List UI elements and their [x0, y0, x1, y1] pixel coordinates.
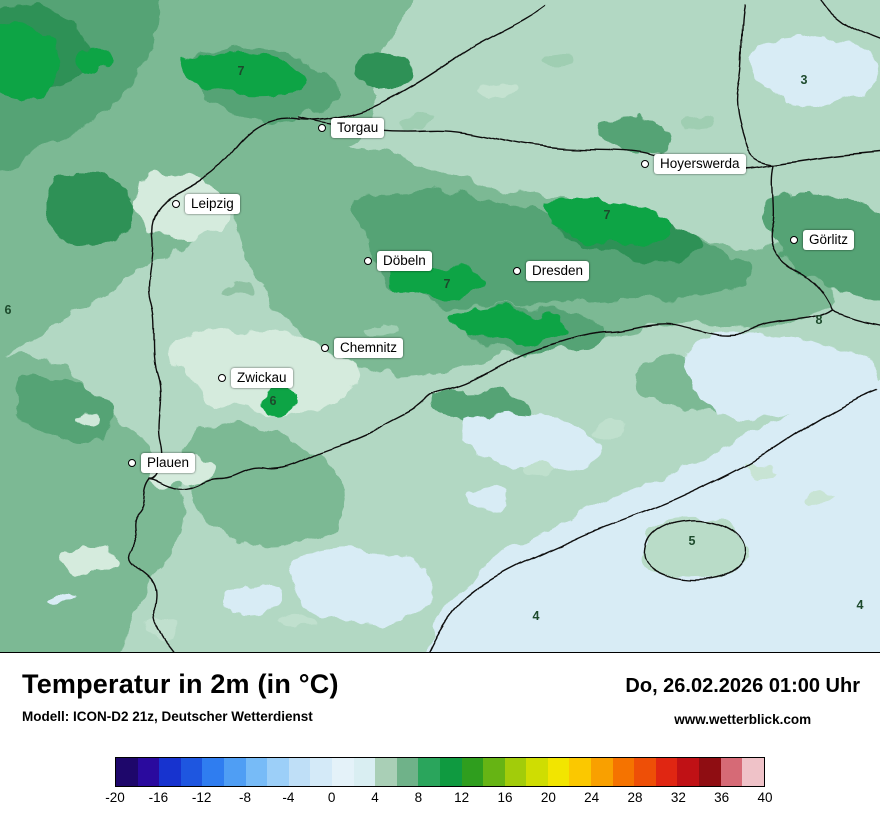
- legend-segment: [461, 758, 484, 786]
- legend-segment: [720, 758, 743, 786]
- website-label: www.wetterblick.com: [674, 712, 812, 727]
- legend-tick: 32: [670, 790, 686, 805]
- legend-ticks: -20 -16 -12 -8 -4 0 4 8 12 16 20 24 28 32 36 40: [105, 790, 772, 810]
- temp-value-label: 6: [4, 303, 12, 317]
- weather-map: Torgau Leipzig Hoyerswerda Görlitz Döbeln Dre…: [0, 0, 880, 652]
- title-block: Temperatur in 2m (in °C) Modell: ICON-D2…: [22, 669, 339, 724]
- city-dot: [128, 459, 136, 467]
- city-label: Zwickau: [231, 368, 293, 388]
- legend-segment: [418, 758, 440, 786]
- legend-segment: [159, 758, 181, 786]
- legend-tick: 8: [414, 790, 423, 805]
- city-marker: Hoyerswerda: [641, 154, 746, 174]
- city-label: Görlitz: [803, 230, 855, 250]
- legend-segment: [569, 758, 592, 786]
- temp-value-label: 7: [603, 208, 611, 222]
- model-info: Modell: ICON-D2 21z, Deutscher Wetterdie…: [22, 709, 313, 724]
- city-label: Dresden: [526, 261, 590, 281]
- legend-segment: [288, 758, 311, 786]
- map-regions: [0, 0, 880, 652]
- legend-segment: [655, 758, 678, 786]
- legend-segment: [202, 758, 224, 786]
- legend-segment: [245, 758, 268, 786]
- temp-value-label: 5: [688, 534, 696, 548]
- legend-segment: [699, 758, 721, 786]
- city-label: Plauen: [141, 453, 196, 473]
- legend-tick: -20: [105, 790, 125, 805]
- legend-segment: [396, 758, 419, 786]
- map-overlay: Torgau Leipzig Hoyerswerda Görlitz Döbeln Dre…: [4, 64, 864, 623]
- legend-tick: -8: [238, 790, 252, 805]
- temp-value-label: 4: [532, 609, 540, 623]
- temp-value-label: 4: [856, 598, 864, 612]
- legend-segment: [116, 758, 138, 786]
- legend-segment: [483, 758, 505, 786]
- legend-segment: [591, 758, 613, 786]
- legend-tick: 12: [454, 790, 470, 805]
- map-temperature-blobs: [0, 0, 880, 652]
- legend-segment: [310, 758, 332, 786]
- city-label: Döbeln: [377, 251, 432, 271]
- legend-tick: 0: [327, 790, 336, 805]
- city-label: Hoyerswerda: [654, 154, 746, 174]
- page-title: Temperatur in 2m (in °C): [22, 669, 339, 699]
- city-marker: Chemnitz: [321, 338, 404, 358]
- city-dot: [364, 257, 372, 265]
- legend-segment: [375, 758, 397, 786]
- legend-tick: -4: [282, 790, 295, 805]
- legend-tick: 4: [371, 790, 379, 805]
- city-dot: [641, 160, 649, 168]
- legend-tick: 24: [584, 790, 600, 805]
- legend: -20 -16 -12 -8 -4 0 4 8 12 16 20 24 28 32 36 40: [105, 757, 773, 810]
- datetime-label: Do, 26.02.2026 01:00 Uhr: [625, 675, 860, 697]
- legend-segment: [267, 758, 289, 786]
- city-marker: Plauen: [128, 453, 196, 473]
- legend-segment: [526, 758, 548, 786]
- temp-value-label: 8: [815, 313, 823, 327]
- city-marker: Dresden: [513, 261, 590, 281]
- legend-segment: [547, 758, 570, 786]
- legend-tick: 16: [497, 790, 513, 805]
- legend-segment: [634, 758, 656, 786]
- city-label: Torgau: [331, 118, 385, 138]
- city-label: Leipzig: [185, 194, 240, 214]
- temp-value-label: 7: [237, 64, 245, 78]
- city-label: Chemnitz: [334, 338, 404, 358]
- legend-segment: [331, 758, 354, 786]
- legend-segment: [742, 758, 764, 786]
- city-dot: [790, 236, 798, 244]
- city-dot: [318, 124, 326, 132]
- map-svg: [0, 0, 880, 652]
- city-marker: Zwickau: [218, 368, 293, 388]
- legend-tick: 28: [627, 790, 643, 805]
- legend-segment: [504, 758, 527, 786]
- legend-tick: 36: [714, 790, 730, 805]
- city-marker: Torgau: [318, 118, 385, 138]
- legend-tick: 20: [540, 790, 556, 805]
- city-dot: [218, 374, 226, 382]
- legend-segment: [677, 758, 700, 786]
- footer: Temperatur in 2m (in °C) Modell: ICON-D2…: [0, 652, 880, 830]
- legend-tick: -12: [191, 790, 212, 805]
- legend-segment: [180, 758, 203, 786]
- temp-value-label: 7: [443, 277, 451, 291]
- temp-value-label: 3: [800, 73, 808, 87]
- city-dot: [513, 267, 521, 275]
- datetime-block: Do, 26.02.2026 01:00 Uhr www.wetterblick…: [625, 675, 860, 727]
- legend-tick: -16: [148, 790, 169, 805]
- legend-segment: [137, 758, 160, 786]
- city-marker: Döbeln: [364, 251, 432, 271]
- legend-bar: [115, 757, 765, 787]
- city-dot: [321, 344, 329, 352]
- legend-tick: 40: [757, 790, 773, 805]
- legend-segment: [353, 758, 376, 786]
- city-marker: Leipzig: [172, 194, 240, 214]
- city-marker: Görlitz: [790, 230, 855, 250]
- legend-segment: [612, 758, 635, 786]
- legend-segment: [439, 758, 462, 786]
- legend-segment: [223, 758, 246, 786]
- temp-value-label: 6: [269, 394, 277, 408]
- city-dot: [172, 200, 180, 208]
